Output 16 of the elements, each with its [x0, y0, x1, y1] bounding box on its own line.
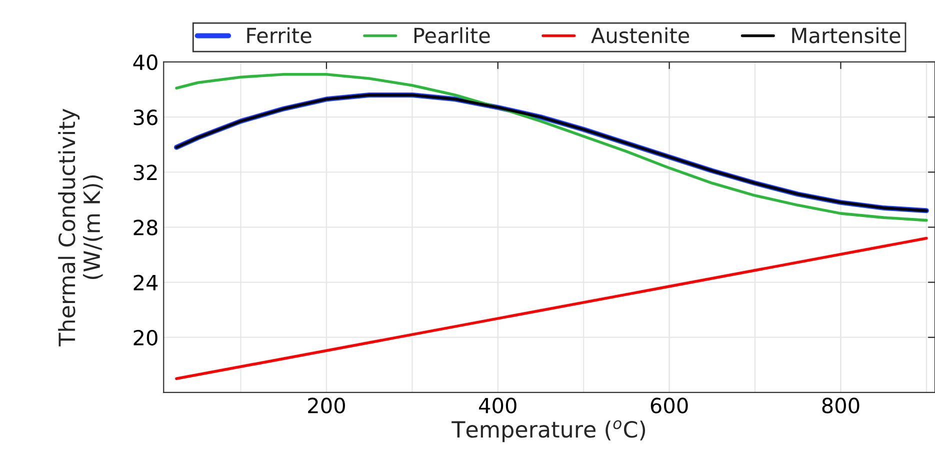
x-axis-title: Temperature ($^{o}$C) [452, 420, 646, 442]
x-tick-label: 600 [650, 398, 688, 414]
legend-label: Pearlite [414, 27, 490, 44]
x-tick-label: 400 [479, 398, 516, 414]
legend-label: Martensite [792, 27, 900, 44]
y-tick-label: 40 [133, 54, 158, 70]
x-tick-label: 200 [308, 398, 345, 414]
y-tick-label: 36 [134, 110, 158, 126]
y-axis-title: Thermal Conductivity (W/(m K)) [58, 108, 103, 346]
legend-label: Ferrite [247, 27, 312, 44]
y-tick-label: 32 [134, 164, 157, 180]
y-tick-label: 20 [134, 330, 158, 346]
x-tick-label: 800 [822, 398, 860, 414]
y-tick-label: 24 [134, 274, 158, 290]
y-tick-label: 28 [134, 220, 158, 236]
legend-label: Austenite [591, 27, 690, 44]
